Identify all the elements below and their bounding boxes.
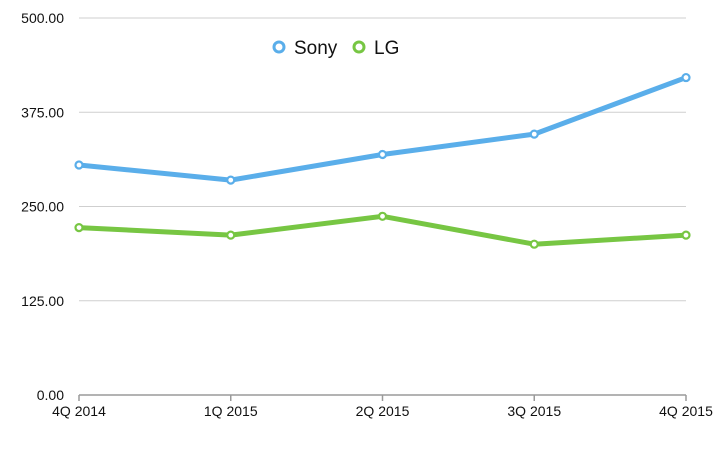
data-point-sony	[529, 129, 539, 139]
data-point-sony	[74, 160, 84, 170]
legend-marker-sony	[272, 40, 286, 54]
axes: 0.00 125.00 250.00 375.00 500.00 4Q 2014 1Q 20…	[21, 10, 713, 419]
y-tick-label: 125.00	[21, 293, 64, 309]
data-point-lg	[681, 230, 691, 240]
x-tick-label: 4Q 2015	[659, 403, 713, 419]
data-point-lg	[226, 230, 236, 240]
series-lines	[74, 72, 691, 249]
data-point-lg	[529, 239, 539, 249]
y-tick-label: 500.00	[21, 10, 64, 26]
legend-marker-lg	[352, 40, 366, 54]
y-tick-label: 375.00	[21, 104, 64, 120]
data-point-sony	[681, 72, 691, 83]
gridlines	[79, 17, 686, 302]
data-point-sony	[377, 149, 388, 160]
x-tick-label: 3Q 2015	[507, 403, 561, 419]
y-tick-label: 250.00	[21, 199, 64, 215]
series-line-sony	[76, 75, 689, 183]
data-point-lg	[74, 223, 84, 233]
legend-label-lg: LG	[374, 38, 399, 59]
x-tick-label: 2Q 2015	[356, 403, 410, 419]
legend: Sony LG	[272, 38, 399, 59]
y-tick-label: 0.00	[37, 387, 64, 403]
legend-label-sony: Sony	[294, 38, 338, 59]
x-tick-label: 1Q 2015	[204, 403, 258, 419]
data-point-lg	[377, 211, 388, 221]
x-tick-label: 4Q 2014	[52, 403, 106, 419]
data-point-sony	[226, 175, 236, 185]
